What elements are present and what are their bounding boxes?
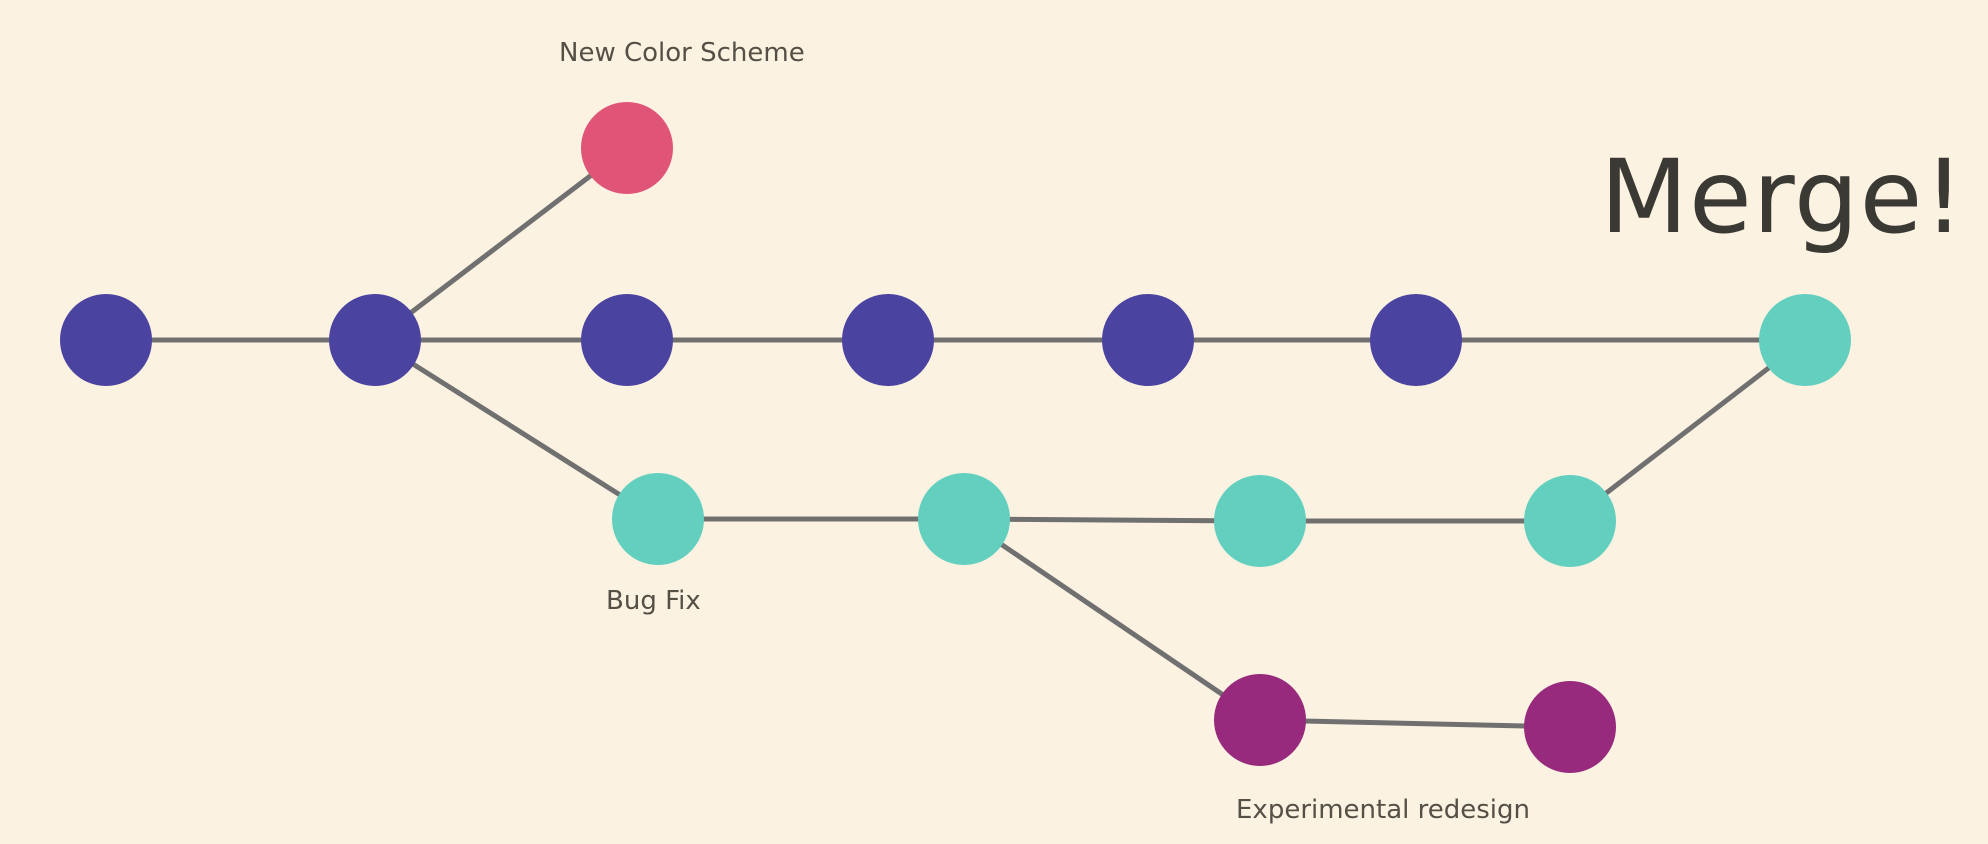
commit-node-merge [1759, 294, 1851, 386]
commit-node-bug-fix [1214, 475, 1306, 567]
commit-node-main [581, 294, 673, 386]
label-bug-fix: Bug Fix [606, 586, 701, 616]
commit-node-bug-fix [1524, 475, 1616, 567]
commit-edge [372, 145, 630, 343]
commit-node-new-color-scheme [581, 102, 673, 194]
commit-node-main [842, 294, 934, 386]
commit-edge [372, 337, 661, 522]
commit-node-experimental-redesign [1214, 674, 1306, 766]
label-merge: Merge! [1600, 138, 1966, 257]
commit-node-bug-fix [612, 473, 704, 565]
commit-edge [961, 516, 1263, 723]
commit-edge [1257, 717, 1573, 730]
label-new-color-scheme: New Color Scheme [559, 38, 805, 68]
commit-nodes [60, 102, 1851, 773]
commit-node-main [329, 294, 421, 386]
commit-edges [103, 145, 1808, 730]
label-experimental-redesign: Experimental redesign [1236, 795, 1531, 825]
commit-node-bug-fix [918, 473, 1010, 565]
commit-node-main [1370, 294, 1462, 386]
commit-node-experimental-redesign [1524, 681, 1616, 773]
commit-node-main [1102, 294, 1194, 386]
commit-node-main [60, 294, 152, 386]
commit-edge [1567, 337, 1808, 524]
commit-edge [961, 516, 1263, 524]
